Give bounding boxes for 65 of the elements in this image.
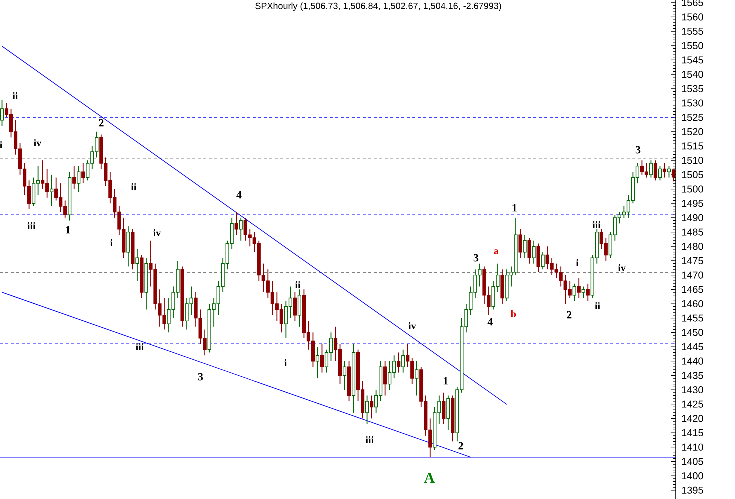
y-tick-label: 1460 xyxy=(682,300,704,308)
y-tick-label: 1445 xyxy=(682,344,704,350)
y-tick-label: 1405 xyxy=(682,458,704,466)
annotation: b xyxy=(511,310,516,318)
y-tick-label: 1470 xyxy=(682,272,704,279)
y-tick-label: 1410 xyxy=(682,444,704,451)
y-tick-label: 1455 xyxy=(682,314,704,322)
annotation: a xyxy=(494,250,499,254)
annotation: 3 xyxy=(198,373,204,381)
annotation: ii xyxy=(295,282,301,288)
y-tick-label: 1545 xyxy=(682,56,704,64)
annotation: iv xyxy=(618,264,626,272)
annotation: i xyxy=(110,240,113,246)
annotation: i xyxy=(576,260,579,266)
y-tick-label: 1435 xyxy=(682,372,704,380)
y-tick-label: 1400 xyxy=(682,472,704,480)
y-tick-label: 1510 xyxy=(682,157,704,164)
annotation: 4 xyxy=(236,191,242,199)
annotation: 1 xyxy=(444,377,448,385)
annotation: 3 xyxy=(636,146,641,154)
annotation: 1 xyxy=(66,226,70,234)
y-tick-label: 1420 xyxy=(682,415,704,422)
y-tick-label: 1395 xyxy=(682,486,704,494)
y-tick-label: 1505 xyxy=(682,171,704,178)
annotation: i xyxy=(284,360,288,366)
annotation: 4 xyxy=(488,318,493,326)
y-tick-label: 1560 xyxy=(682,14,704,21)
annotation: 2 xyxy=(99,119,104,127)
annotation: iv xyxy=(34,139,42,147)
y-tick-label: 1475 xyxy=(682,257,704,264)
y-tick-label: 1535 xyxy=(682,85,704,92)
y-tick-label: 1525 xyxy=(682,114,704,122)
annotation: 2 xyxy=(567,311,572,319)
y-tick-label: 1485 xyxy=(682,228,704,236)
y-tick-label: 1515 xyxy=(682,142,704,150)
chart-title: SPXhourly (1,506.73, 1,506.84, 1,502.67, 1,504.16, -2.67993) xyxy=(256,2,502,12)
annotation: A xyxy=(424,473,435,483)
annotation: iv xyxy=(408,322,416,330)
annotation: 3 xyxy=(474,254,479,262)
y-tick-label: 1415 xyxy=(682,430,704,437)
annotation: i xyxy=(0,142,2,148)
annotation: ii xyxy=(12,92,18,100)
annotation: iii xyxy=(136,344,144,350)
y-tick-label: 1450 xyxy=(682,329,704,336)
y-tick-label: 1430 xyxy=(682,386,704,394)
y-tick-label: 1495 xyxy=(682,200,704,208)
annotation: 1 xyxy=(512,204,517,212)
y-tick-label: 1540 xyxy=(682,71,704,78)
y-tick-label: 1440 xyxy=(682,358,704,365)
y-tick-label: 1550 xyxy=(682,42,704,50)
annotation: iv xyxy=(154,229,162,237)
y-tick-label: 1480 xyxy=(682,243,704,250)
annotation: iii xyxy=(592,222,601,228)
annotation: ii xyxy=(131,184,137,190)
annotation: 2 xyxy=(458,442,464,450)
y-tick-label: 1490 xyxy=(682,214,704,222)
annotation: ii xyxy=(595,302,600,310)
y-tick-label: 1530 xyxy=(682,100,704,107)
y-tick-label: 1465 xyxy=(682,286,704,294)
y-tick-label: 1425 xyxy=(682,400,704,408)
y-tick-label: 1500 xyxy=(682,186,704,193)
annotation: iii xyxy=(366,436,374,444)
y-tick-label: 1555 xyxy=(682,28,704,36)
y-tick-label: 1520 xyxy=(682,128,704,136)
annotation: iii xyxy=(28,222,36,230)
